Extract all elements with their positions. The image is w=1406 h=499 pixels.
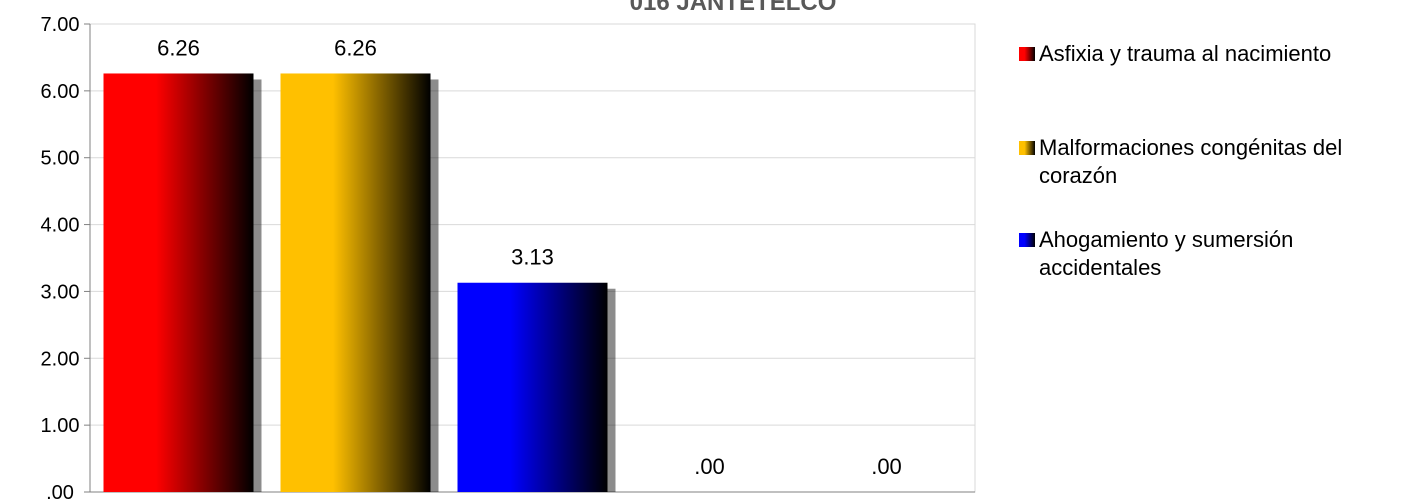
- bar-value-label: .00: [871, 454, 902, 479]
- bar-value-label: 6.26: [157, 35, 200, 60]
- legend-swatch-ahogamiento: [1019, 233, 1035, 247]
- bar-value-label: .00: [694, 454, 725, 479]
- bar: [280, 73, 431, 492]
- bar-value-label: 6.26: [334, 35, 377, 60]
- bar: [457, 282, 608, 492]
- y-tick-label: 5.00: [41, 148, 80, 170]
- y-tick-label: 2.00: [41, 348, 80, 370]
- legend-item-malformaciones: Malformaciones congénitas del corazón: [1015, 134, 1400, 190]
- legend: Asfixia y trauma al nacimiento Malformac…: [1015, 40, 1400, 282]
- bar-value-label: 3.13: [511, 245, 554, 270]
- y-tick-label: 3.00: [41, 281, 80, 303]
- legend-label-ahogamiento: Ahogamiento y sumersión accidentales: [1039, 227, 1294, 280]
- y-tick-label: 6.00: [41, 81, 80, 103]
- y-tick-label: .00: [46, 482, 74, 499]
- legend-label-malformaciones: Malformaciones congénitas del corazón: [1039, 135, 1343, 188]
- y-tick-label: 4.00: [41, 215, 80, 237]
- y-tick-label: 1.00: [41, 415, 80, 437]
- y-tick-label: 7.00: [41, 14, 80, 36]
- chart-title: 016 JANTETELCO: [630, 0, 837, 16]
- legend-swatch-asfixia: [1019, 47, 1035, 61]
- legend-item-asfixia: Asfixia y trauma al nacimiento: [1015, 40, 1400, 68]
- legend-label-asfixia: Asfixia y trauma al nacimiento: [1039, 41, 1332, 66]
- bar: [103, 73, 254, 492]
- legend-swatch-malformaciones: [1019, 141, 1035, 155]
- legend-item-ahogamiento: Ahogamiento y sumersión accidentales: [1015, 226, 1400, 282]
